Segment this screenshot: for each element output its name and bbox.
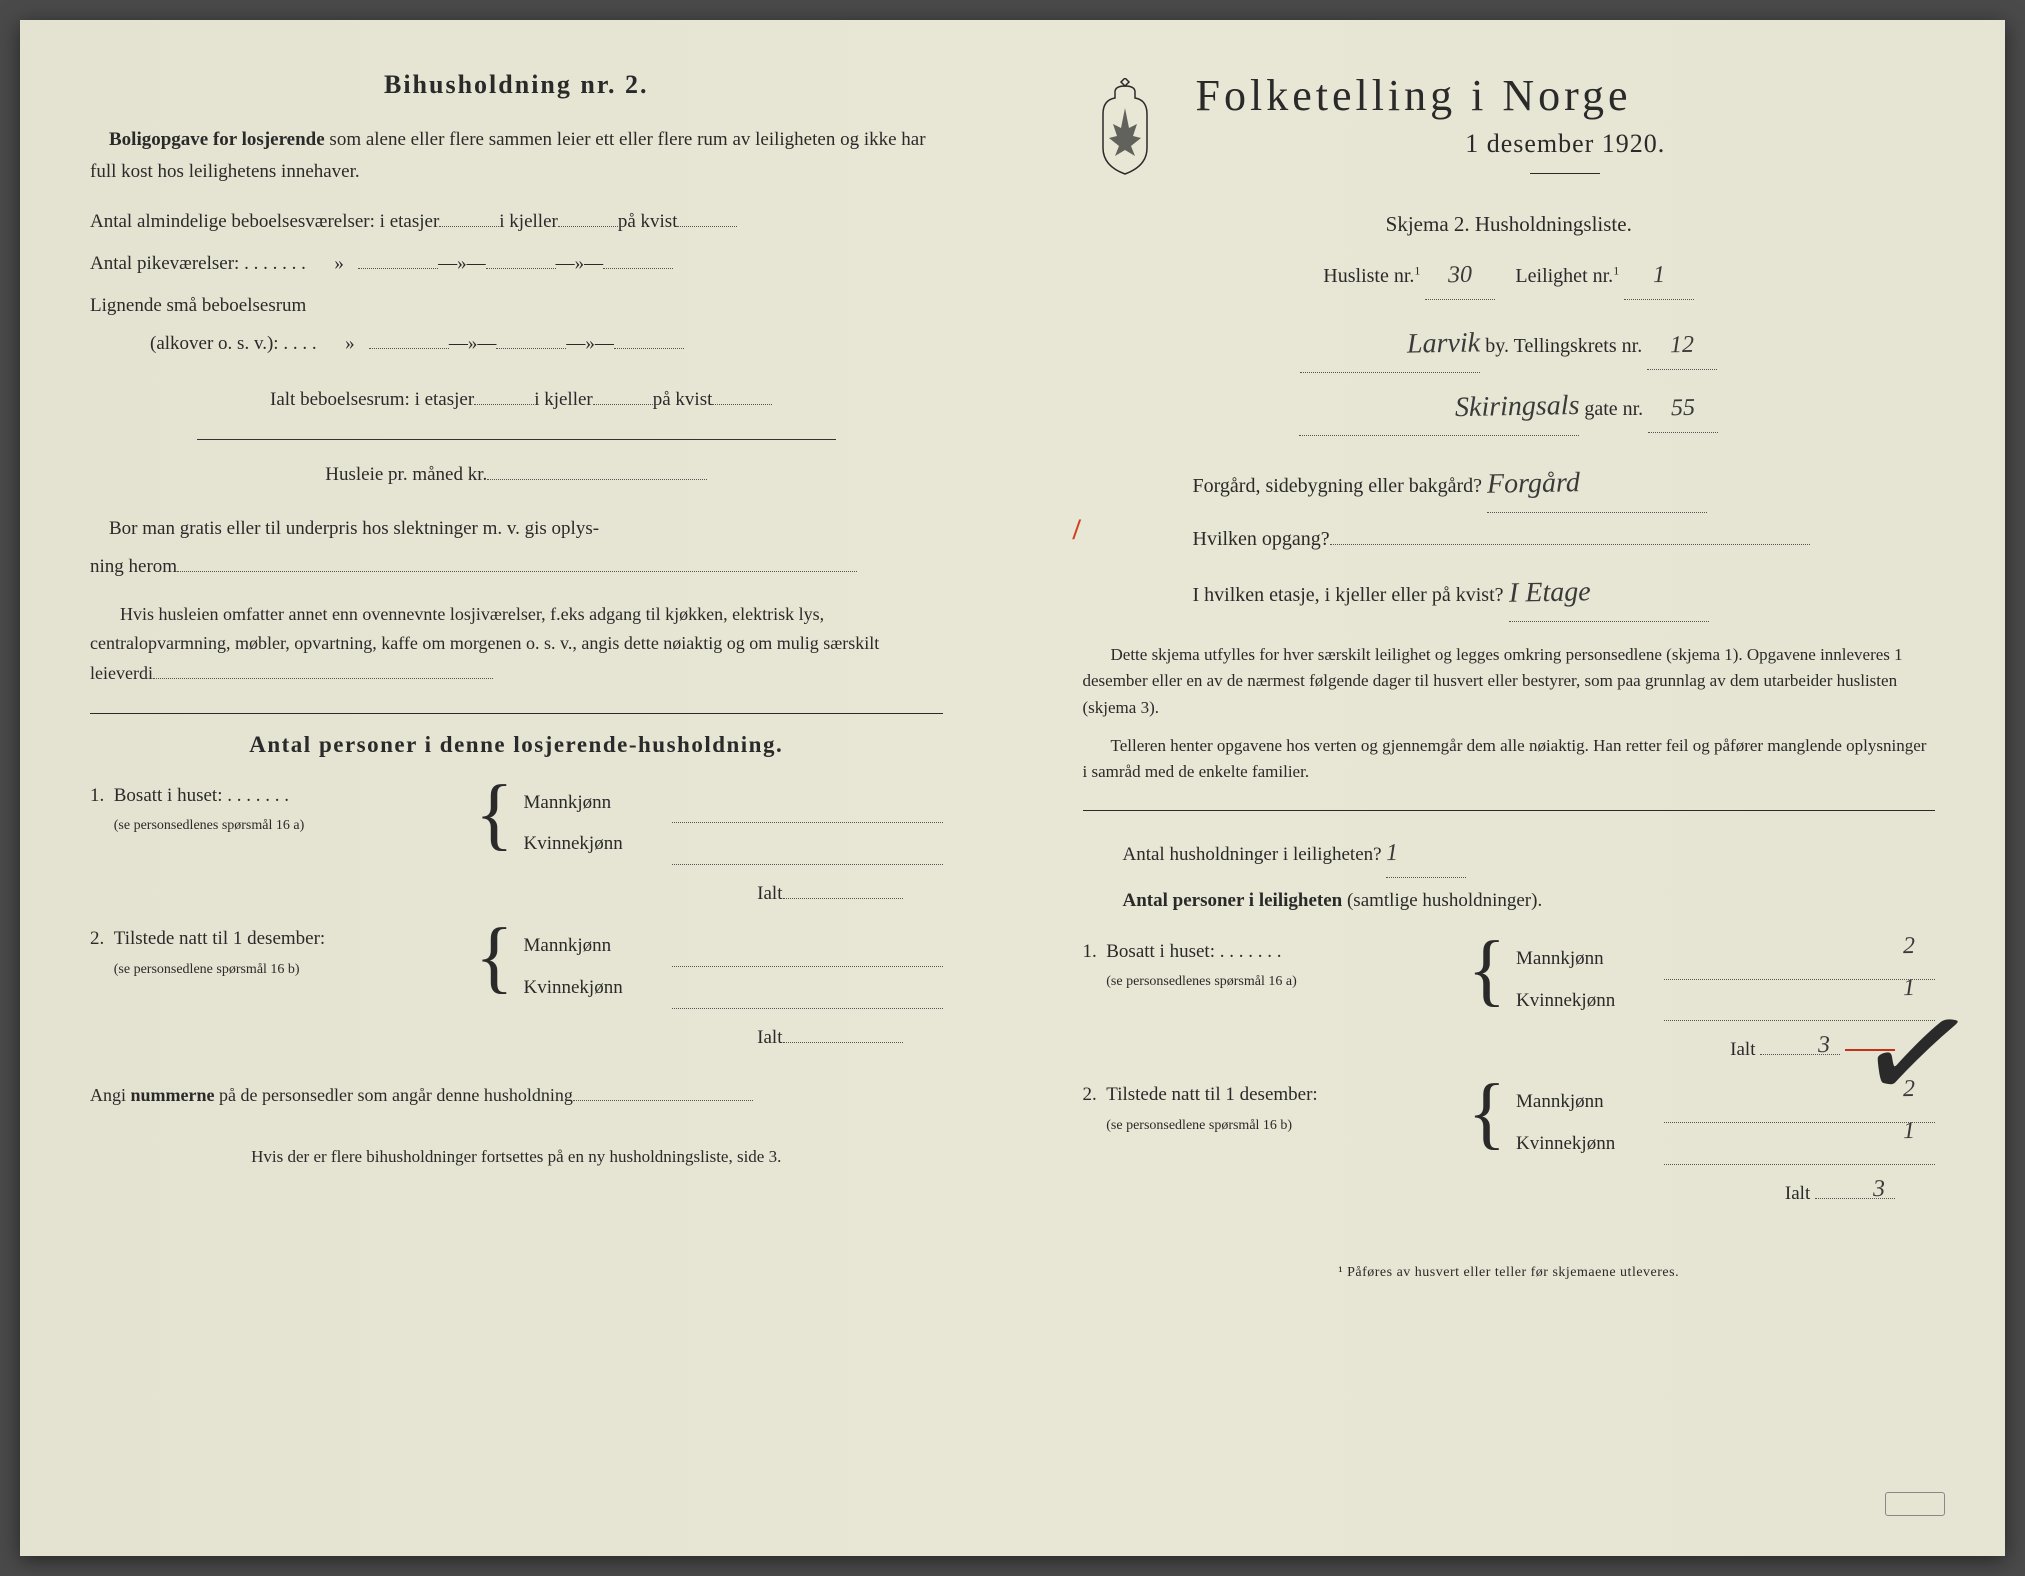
ialt-2: Ialt [90, 1027, 903, 1049]
header: Folketelling i Norge 1 desember 1920. [1083, 70, 1936, 196]
line-pike: Antal pikeværelser: . . . . . . . » —»——… [90, 245, 943, 283]
brace-icon: { [475, 925, 513, 989]
line-beboelse: Antal almindelige beboelsesværelser: i e… [90, 203, 943, 241]
schema-line: Skjema 2. Husholdningsliste. [1083, 212, 1936, 237]
left-title: Bihusholdning nr. 2. [90, 70, 943, 100]
ialt-2-value: 3 [1873, 1176, 1885, 1203]
norwegian-crest-icon [1083, 78, 1168, 178]
stamp-box-icon [1885, 1492, 1945, 1516]
subsection-title: Antal personer i denne losjerende-hushol… [90, 732, 943, 758]
krets-value: 12 [1670, 321, 1695, 369]
ialt-1-value: 3 [1818, 1032, 1830, 1059]
persons-heading: Antal personer i leiligheten (samtlige h… [1123, 882, 1936, 920]
census-document: Bihusholdning nr. 2. Boligopgave for los… [20, 20, 2005, 1556]
by-line: Larvik by. Tellingskrets nr. 12 [1083, 316, 1936, 373]
divider [197, 439, 836, 440]
left-page: Bihusholdning nr. 2. Boligopgave for los… [20, 20, 1013, 1556]
street-num-value: 55 [1671, 384, 1696, 432]
right-person-row-1: 1. Bosatt i huset: . . . . . . . (se per… [1083, 938, 1936, 1022]
right-ialt-2: Ialt 3 [1083, 1183, 1896, 1205]
right-ialt-1: Ialt 3 [1083, 1039, 1896, 1061]
line-husleie: Husleie pr. måned kr. [90, 456, 943, 494]
hr-right [1083, 810, 1936, 811]
etasje-line: I hvilken etasje, i kjeller eller på kvi… [1193, 565, 1936, 622]
forgard-value: Forgård [1487, 455, 1581, 513]
person-row-2: 2. Tilstede natt til 1 desember: (se per… [90, 925, 943, 1009]
etasje-value: I Etage [1508, 564, 1591, 621]
intro-text: Boligopgave for losjerende som alene ell… [90, 124, 943, 189]
line-ialt-rooms: Ialt beboelsesrum: i etasjeri kjellerpå … [90, 381, 943, 419]
right-person-row-2: 2. Tilstede natt til 1 desember: (se per… [1083, 1081, 1936, 1165]
red-mark-icon: / [1073, 513, 1081, 547]
right-page: Folketelling i Norge 1 desember 1920. Sk… [1013, 20, 2006, 1556]
main-title: Folketelling i Norge 1 desember 1920. [1196, 70, 1936, 196]
para-husleien: Hvis husleien omfatter annet enn ovennev… [90, 600, 943, 689]
title-divider [1530, 173, 1600, 174]
opgang-line: Hvilken opgang? [1193, 519, 1936, 559]
footnote: ¹ Påføres av husvert eller teller før sk… [1083, 1265, 1936, 1281]
city-value: Larvik [1407, 315, 1481, 372]
street-value: Skiringsals [1454, 378, 1579, 436]
hr [90, 713, 943, 714]
instruction-1: Dette skjema utfylles for hver særskilt … [1083, 642, 1936, 721]
person-row-1: 1. Bosatt i huset: . . . . . . . (se per… [90, 782, 943, 866]
leilighet-value: 1 [1653, 251, 1666, 299]
husliste-value: 30 [1448, 251, 1473, 299]
intro-bold: Boligopgave for losjerende [109, 129, 325, 150]
ialt-1: Ialt [90, 883, 903, 905]
husliste-line: Husliste nr.1 30 Leilighet nr.1 1 [1083, 251, 1936, 300]
footer-note: Hvis der er flere bihusholdninger fortse… [90, 1147, 943, 1167]
gate-line: Skiringsals gate nr. 55 [1083, 379, 1936, 436]
census-date: 1 desember 1920. [1196, 129, 1936, 159]
brace-icon: { [475, 782, 513, 846]
brace-icon: { [1468, 938, 1506, 1002]
line-gratis: Bor man gratis eller til underpris hos s… [90, 510, 943, 586]
line-lignende: Lignende små beboelsesrum (alkover o. s.… [90, 287, 943, 363]
forgard-line: Forgård, sidebygning eller bakgård? Forg… [1193, 456, 1936, 513]
footer-angi: Angi nummerne på de personsedler som ang… [90, 1079, 943, 1111]
instruction-2: Telleren henter opgavene hos verten og g… [1083, 733, 1936, 786]
households-value: 1 [1386, 829, 1399, 877]
brace-icon: { [1468, 1081, 1506, 1145]
households-line: Antal husholdninger i leiligheten? 1 [1123, 829, 1936, 878]
census-title: Folketelling i Norge [1196, 70, 1936, 121]
